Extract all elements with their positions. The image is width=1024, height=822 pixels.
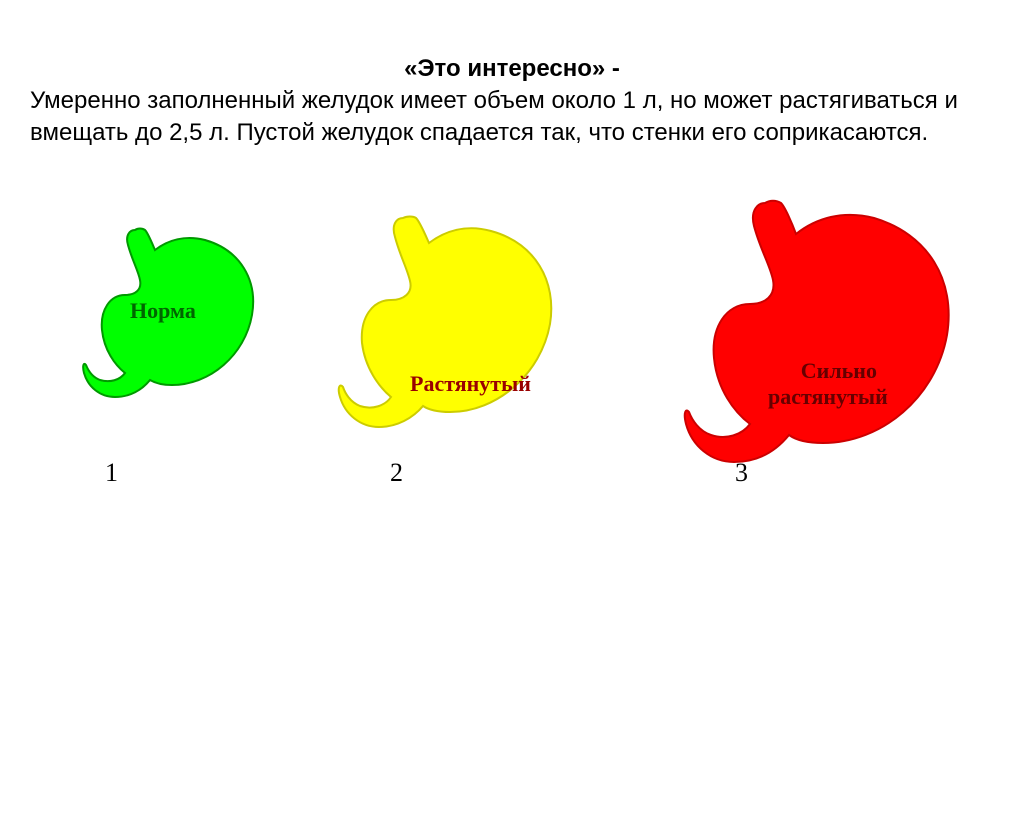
description-text: Умеренно заполненный желудок имеет объем… [30,85,984,150]
stomach-heavy-stretched-label: Сильно растянутый [790,358,888,411]
stomach-normal [80,225,285,430]
stomach-heavy-label-line2: растянутый [768,384,888,410]
diagrams-container: Норма 1 Растянутый 2 Сильно растянутый 3 [0,170,1024,670]
stomach-normal-label: Норма [130,298,196,324]
stomach-stretched [335,212,615,457]
stomach-normal-number: 1 [105,458,118,488]
stomach-heavy-stretched-number: 3 [735,458,748,488]
stomach-stretched-icon [335,212,615,452]
stomach-heavy-stretched [680,195,1010,495]
stomach-heavy-stretched-icon [680,195,1010,490]
stomach-normal-icon [80,225,285,425]
stomach-heavy-label-line1: Сильно [790,358,888,384]
stomach-stretched-label: Растянутый [410,371,531,397]
title: «Это интересно» - [0,55,1024,83]
stomach-stretched-number: 2 [390,458,403,488]
